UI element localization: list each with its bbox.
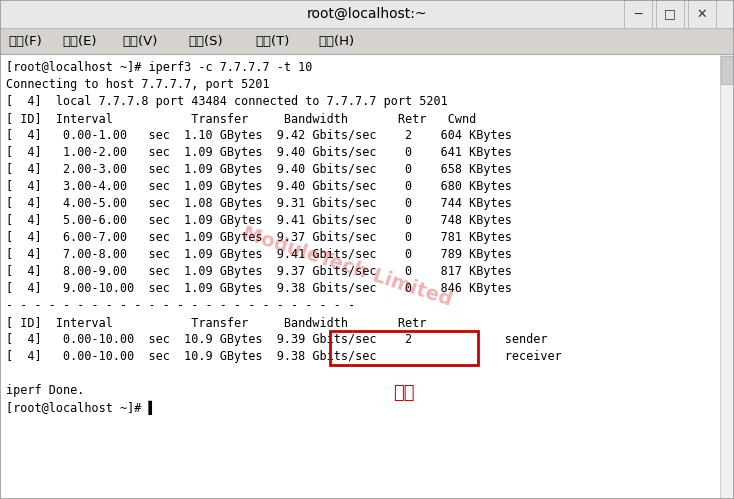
Text: 带宽: 带宽 <box>393 384 415 402</box>
Bar <box>720 54 734 499</box>
Text: [  4]   0.00-10.00  sec  10.9 GBytes  9.39 Gbits/sec    2             sender: [ 4] 0.00-10.00 sec 10.9 GBytes 9.39 Gbi… <box>6 333 548 346</box>
Text: [root@localhost ~]# iperf3 -c 7.7.7.7 -t 10: [root@localhost ~]# iperf3 -c 7.7.7.7 -t… <box>6 61 313 74</box>
Text: 编辑(E): 编辑(E) <box>62 34 96 47</box>
Bar <box>0 0 734 28</box>
Text: ✕: ✕ <box>697 7 708 20</box>
Text: [  4]   1.00-2.00   sec  1.09 GBytes  9.40 Gbits/sec    0    641 KBytes: [ 4] 1.00-2.00 sec 1.09 GBytes 9.40 Gbit… <box>6 146 512 159</box>
Text: [  4]   5.00-6.00   sec  1.09 GBytes  9.41 Gbits/sec    0    748 KBytes: [ 4] 5.00-6.00 sec 1.09 GBytes 9.41 Gbit… <box>6 214 512 227</box>
Text: [  4]   0.00-10.00  sec  10.9 GBytes  9.38 Gbits/sec                  receiver: [ 4] 0.00-10.00 sec 10.9 GBytes 9.38 Gbi… <box>6 350 562 363</box>
Text: [  4]   3.00-4.00   sec  1.09 GBytes  9.40 Gbits/sec    0    680 KBytes: [ 4] 3.00-4.00 sec 1.09 GBytes 9.40 Gbit… <box>6 180 512 193</box>
Text: iperf Done.: iperf Done. <box>6 384 84 397</box>
Text: □: □ <box>664 7 676 20</box>
Text: [  4]   6.00-7.00   sec  1.09 GBytes  9.37 Gbits/sec    0    781 KBytes: [ 4] 6.00-7.00 sec 1.09 GBytes 9.37 Gbit… <box>6 231 512 244</box>
Text: Connecting to host 7.7.7.7, port 5201: Connecting to host 7.7.7.7, port 5201 <box>6 78 269 91</box>
Text: 文件(F): 文件(F) <box>8 34 42 47</box>
Text: ModuleTech Limited: ModuleTech Limited <box>240 224 454 309</box>
Bar <box>688 0 716 28</box>
Text: 帮助(H): 帮助(H) <box>318 34 354 47</box>
Bar <box>721 56 733 84</box>
Bar <box>330 331 478 365</box>
Bar <box>0 28 734 54</box>
Text: [  4]   7.00-8.00   sec  1.09 GBytes  9.41 Gbits/sec    0    789 KBytes: [ 4] 7.00-8.00 sec 1.09 GBytes 9.41 Gbit… <box>6 248 512 261</box>
Text: ─: ─ <box>634 7 642 20</box>
Text: - - - - - - - - - - - - - - - - - - - - - - - - -: - - - - - - - - - - - - - - - - - - - - … <box>6 299 355 312</box>
Text: [  4]   8.00-9.00   sec  1.09 GBytes  9.37 Gbits/sec    0    817 KBytes: [ 4] 8.00-9.00 sec 1.09 GBytes 9.37 Gbit… <box>6 265 512 278</box>
Text: [  4]   0.00-1.00   sec  1.10 GBytes  9.42 Gbits/sec    2    604 KBytes: [ 4] 0.00-1.00 sec 1.10 GBytes 9.42 Gbit… <box>6 129 512 142</box>
Text: [  4]   2.00-3.00   sec  1.09 GBytes  9.40 Gbits/sec    0    658 KBytes: [ 4] 2.00-3.00 sec 1.09 GBytes 9.40 Gbit… <box>6 163 512 176</box>
Text: [root@localhost ~]# ▌: [root@localhost ~]# ▌ <box>6 401 156 415</box>
Bar <box>0 54 734 499</box>
Text: root@localhost:~: root@localhost:~ <box>307 7 427 21</box>
Text: [ ID]  Interval           Transfer     Bandwidth       Retr: [ ID] Interval Transfer Bandwidth Retr <box>6 316 426 329</box>
Text: [ ID]  Interval           Transfer     Bandwidth       Retr   Cwnd: [ ID] Interval Transfer Bandwidth Retr C… <box>6 112 476 125</box>
Text: [  4]   9.00-10.00  sec  1.09 GBytes  9.38 Gbits/sec    0    846 KBytes: [ 4] 9.00-10.00 sec 1.09 GBytes 9.38 Gbi… <box>6 282 512 295</box>
Text: 查看(V): 查看(V) <box>122 34 157 47</box>
Text: 搜索(S): 搜索(S) <box>188 34 222 47</box>
Text: [  4]   4.00-5.00   sec  1.08 GBytes  9.31 Gbits/sec    0    744 KBytes: [ 4] 4.00-5.00 sec 1.08 GBytes 9.31 Gbit… <box>6 197 512 210</box>
Text: [  4]  local 7.7.7.8 port 43484 connected to 7.7.7.7 port 5201: [ 4] local 7.7.7.8 port 43484 connected … <box>6 95 448 108</box>
Text: 终端(T): 终端(T) <box>255 34 289 47</box>
Bar <box>656 0 684 28</box>
Bar <box>624 0 652 28</box>
